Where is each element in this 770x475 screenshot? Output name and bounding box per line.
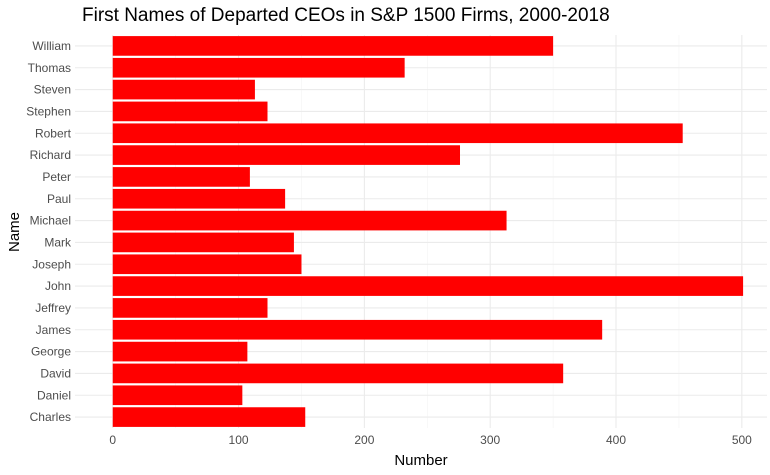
x-tick-label: 200 [354, 433, 374, 447]
chart-title: First Names of Departed CEOs in S&P 1500… [82, 5, 610, 26]
y-tick-label: Daniel [37, 388, 71, 402]
y-tick-label: Robert [35, 126, 72, 140]
bar-paul [112, 188, 286, 209]
bar-charles [112, 407, 306, 427]
bar-jeffrey [112, 298, 268, 318]
x-tick-label: 400 [606, 433, 626, 447]
y-tick-label: Mark [44, 235, 72, 249]
y-axis-title: Name [6, 212, 23, 252]
y-tick-label: Richard [30, 148, 71, 162]
x-tick-label: 300 [480, 433, 500, 447]
y-tick-label: Thomas [28, 61, 71, 75]
x-tick-label: 0 [109, 433, 116, 447]
y-tick-label: Charles [30, 410, 71, 424]
bar-john [112, 276, 744, 296]
bar-daniel [112, 385, 243, 406]
x-tick-label: 100 [229, 433, 249, 447]
y-tick-label: William [32, 39, 71, 53]
y-tick-label: James [36, 323, 71, 337]
y-tick-label: Steven [34, 83, 71, 97]
y-tick-label: Stephen [26, 104, 71, 118]
y-tick-labels: Charles Daniel David George James Jeffrey John… [26, 39, 72, 424]
y-tick-label: Peter [42, 170, 71, 184]
bar-peter [112, 167, 250, 187]
bar-michael [112, 210, 507, 231]
x-axis-title: Number [394, 452, 447, 469]
y-tick-label: Jeffrey [35, 301, 71, 315]
bar-richard [112, 145, 461, 165]
bar-stephen [112, 101, 268, 122]
bar-mark [112, 232, 294, 253]
bar-joseph [112, 254, 302, 275]
x-tick-labels: 0 100 200 300 400 500 [109, 433, 752, 447]
y-tick-label: John [45, 279, 71, 293]
y-tick-label: Michael [30, 214, 71, 228]
bars [112, 36, 744, 427]
y-tick-label: Paul [47, 192, 71, 206]
y-tick-label: George [31, 345, 71, 359]
bar-steven [112, 79, 255, 100]
bar-david [112, 363, 564, 384]
bar-william [112, 36, 554, 56]
y-tick-label: David [40, 366, 71, 380]
bar-thomas [112, 57, 405, 78]
y-tick-label: Joseph [32, 257, 71, 271]
bar-james [112, 319, 603, 340]
bar-george [112, 341, 248, 362]
bar-robert [112, 123, 683, 144]
x-tick-label: 500 [732, 433, 752, 447]
